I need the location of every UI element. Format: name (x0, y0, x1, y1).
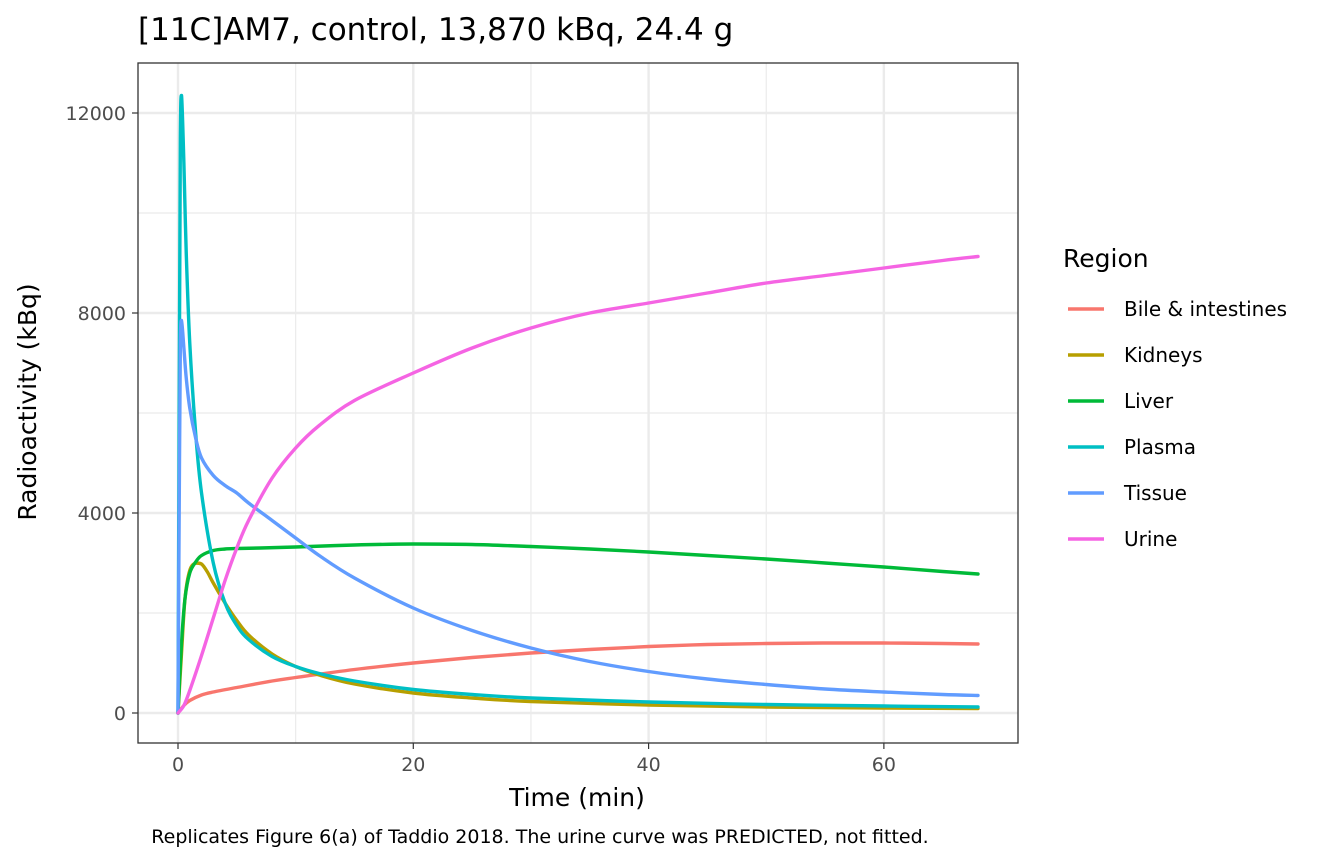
legend: Region Bile & intestines Kidneys Liver Plas… (1063, 244, 1287, 551)
x-tick-label: 60 (872, 754, 896, 776)
panel-background (138, 63, 1018, 743)
y-tick-label: 12000 (66, 103, 126, 125)
y-axis-title: Radioactivity (kBq) (13, 283, 42, 520)
grid-minor (138, 63, 1018, 743)
x-tick-label: 0 (172, 754, 184, 776)
x-tick-label: 20 (401, 754, 425, 776)
legend-label-kidneys: Kidneys (1124, 343, 1203, 367)
y-tick-label: 4000 (78, 503, 126, 525)
legend-label-plasma: Plasma (1124, 435, 1196, 459)
series-line-liver (176, 542, 980, 715)
chart-caption: Replicates Figure 6(a) of Taddio 2018. T… (151, 826, 928, 848)
legend-label-liver: Liver (1124, 389, 1174, 413)
series-line-urine (176, 254, 980, 715)
plot-panel (137, 62, 1019, 744)
legend-title: Region (1063, 244, 1149, 273)
y-tick-label: 0 (114, 703, 126, 725)
series-lines (176, 93, 980, 715)
panel-border (137, 62, 1019, 744)
legend-label-tissue: Tissue (1123, 481, 1187, 505)
x-axis-title: Time (min) (508, 783, 645, 812)
y-tick-label: 8000 (78, 303, 126, 325)
series-line-plasma (176, 93, 980, 715)
chart-title: [11C]AM7, control, 13,870 kBq, 24.4 g (138, 12, 733, 48)
x-tick-label: 40 (636, 754, 660, 776)
y-axis: 0 4000 8000 12000 (66, 103, 138, 725)
legend-label-urine: Urine (1124, 527, 1177, 551)
series-line-bile-intestines (176, 641, 980, 715)
series-line-tissue (176, 318, 980, 715)
legend-items: Bile & intestines Kidneys Liver Plasma Tissu… (1068, 297, 1287, 551)
legend-label-bile-intestines: Bile & intestines (1124, 297, 1287, 321)
x-axis: 0 20 40 60 (172, 743, 896, 776)
